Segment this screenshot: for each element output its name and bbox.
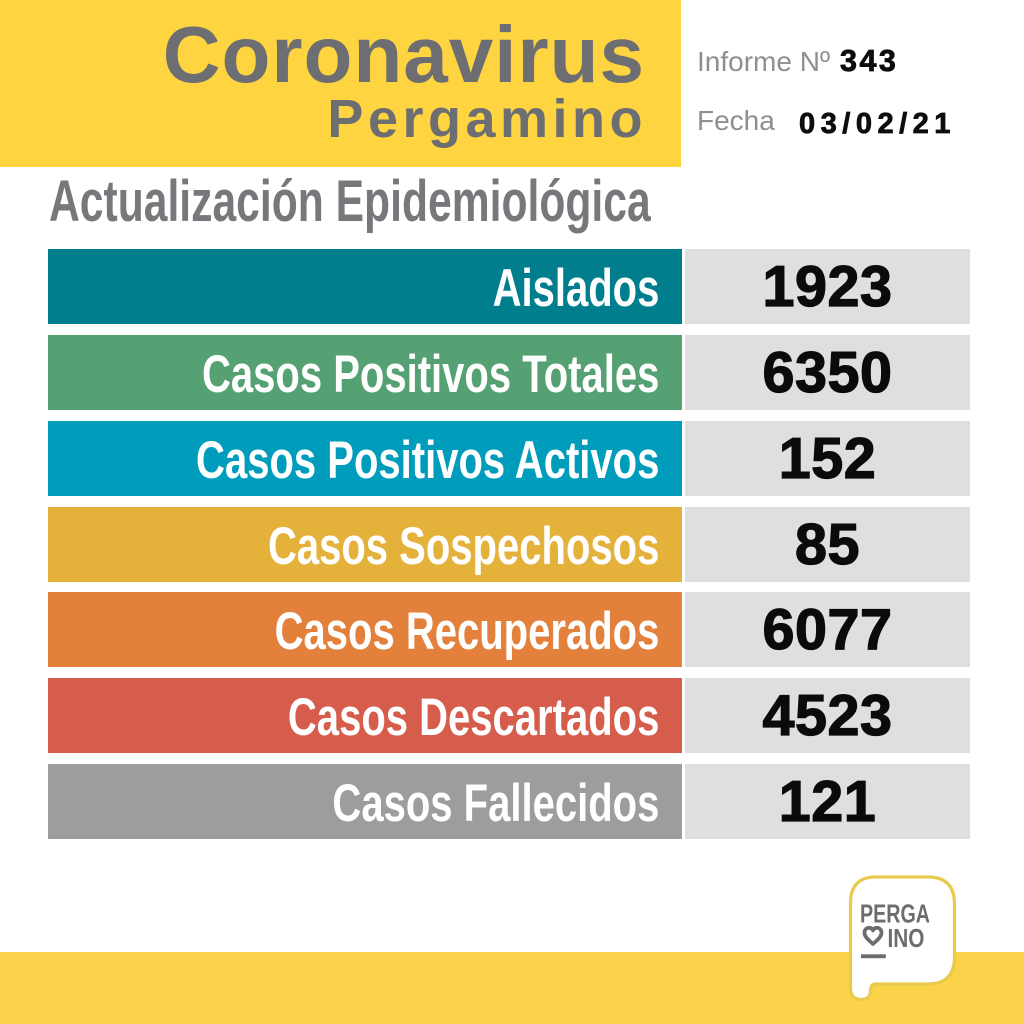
svg-text:INO: INO bbox=[888, 923, 925, 953]
svg-text:PERGA: PERGA bbox=[860, 899, 930, 929]
